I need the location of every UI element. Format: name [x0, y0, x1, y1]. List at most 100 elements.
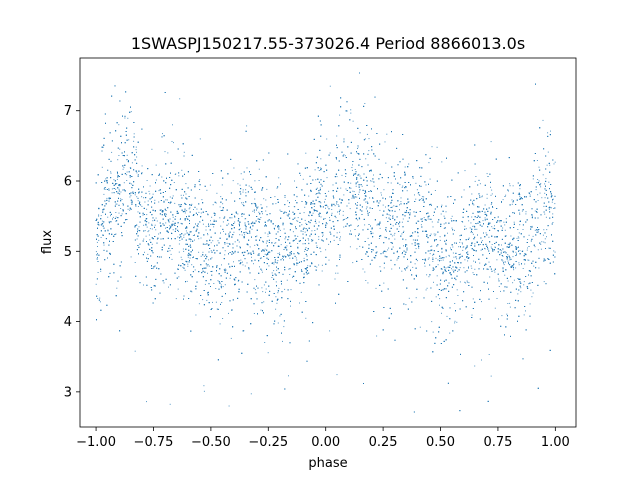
data-point: [483, 268, 484, 270]
data-point: [527, 247, 528, 249]
data-point: [545, 178, 547, 180]
data-point: [393, 234, 395, 236]
data-point: [221, 184, 223, 186]
data-point: [242, 203, 244, 205]
data-point: [464, 259, 466, 261]
data-point: [554, 161, 556, 163]
data-point: [238, 241, 240, 243]
data-point: [211, 216, 213, 218]
data-point: [474, 268, 476, 270]
data-point: [124, 117, 126, 119]
data-point: [538, 231, 539, 233]
data-point: [511, 266, 513, 268]
data-point: [266, 206, 268, 208]
data-point: [222, 318, 224, 319]
data-point: [123, 167, 125, 169]
data-point: [350, 109, 352, 111]
data-point: [239, 234, 241, 236]
data-point: [197, 226, 199, 228]
data-point: [116, 178, 118, 180]
data-point: [313, 206, 315, 207]
data-point: [315, 179, 317, 181]
data-point: [110, 171, 112, 173]
data-point: [178, 243, 180, 245]
data-point: [431, 221, 433, 223]
data-point: [137, 211, 139, 213]
data-point: [460, 253, 461, 255]
data-point: [275, 242, 277, 244]
data-point: [495, 247, 496, 249]
data-point: [202, 251, 204, 253]
data-point: [519, 213, 521, 215]
data-point: [246, 232, 248, 234]
data-point: [397, 250, 398, 252]
data-point: [272, 262, 274, 264]
data-point: [401, 221, 403, 223]
data-point: [552, 222, 554, 223]
data-point: [450, 272, 451, 273]
data-point: [432, 331, 434, 333]
data-point: [271, 272, 273, 274]
data-point: [258, 211, 260, 213]
data-point: [234, 221, 236, 223]
data-point: [370, 180, 371, 182]
data-point: [239, 246, 241, 248]
data-point: [107, 229, 109, 231]
data-point: [297, 220, 299, 222]
data-point: [115, 212, 117, 213]
data-point: [284, 197, 286, 198]
data-point: [277, 253, 279, 254]
data-point: [144, 201, 146, 203]
data-point: [470, 231, 472, 233]
data-point: [468, 266, 469, 268]
data-point: [435, 266, 437, 268]
data-point: [160, 209, 162, 211]
data-point: [412, 266, 414, 268]
data-point: [122, 168, 124, 170]
data-point: [210, 250, 212, 252]
data-point: [315, 193, 317, 195]
data-point: [277, 292, 279, 294]
data-point: [234, 215, 235, 217]
data-point: [536, 182, 538, 183]
data-point: [519, 188, 521, 190]
data-point: [111, 188, 113, 190]
data-point: [208, 259, 210, 261]
data-point: [476, 223, 478, 225]
data-point: [404, 166, 406, 168]
data-point: [459, 257, 461, 259]
data-point: [161, 176, 163, 178]
data-point: [254, 198, 256, 200]
data-point: [277, 260, 279, 262]
data-point: [447, 232, 448, 234]
data-point: [294, 180, 295, 182]
data-point: [543, 241, 545, 243]
data-point: [415, 182, 417, 184]
data-point: [182, 266, 184, 268]
data-point: [486, 197, 488, 199]
data-point: [464, 281, 466, 283]
data-point: [235, 213, 237, 214]
data-point: [169, 203, 171, 204]
data-point: [275, 308, 277, 310]
data-point: [459, 235, 461, 237]
data-point: [357, 146, 359, 148]
data-point: [546, 229, 548, 231]
data-point: [252, 210, 254, 212]
data-point: [244, 234, 246, 236]
data-point: [312, 239, 314, 241]
data-point: [357, 219, 359, 221]
data-point: [358, 238, 359, 240]
data-point: [504, 251, 506, 252]
data-point: [118, 212, 120, 214]
data-point: [294, 217, 295, 219]
data-point: [537, 229, 539, 231]
data-point: [537, 179, 539, 180]
data-point: [290, 305, 291, 307]
data-point: [129, 209, 131, 211]
data-point: [437, 259, 439, 261]
data-point: [389, 215, 391, 217]
data-point: [335, 272, 337, 274]
data-point: [174, 202, 176, 204]
data-point: [539, 192, 541, 194]
